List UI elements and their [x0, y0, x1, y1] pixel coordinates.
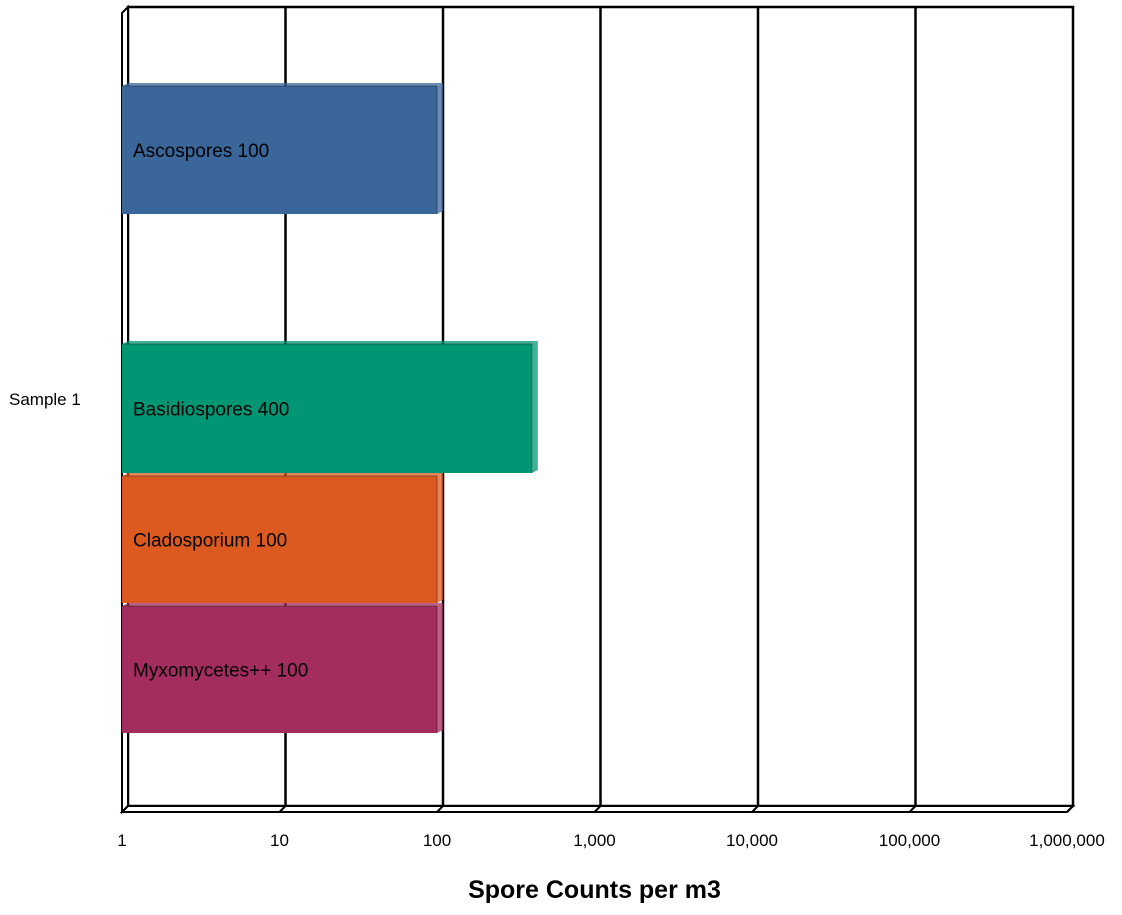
x-tick-label: 100,000 [879, 831, 940, 850]
bar-end-face [437, 473, 443, 603]
bar-top-face [122, 603, 443, 606]
x-tick-label: 1 [117, 831, 126, 850]
bar-end-face [437, 83, 443, 214]
x-tick-label: 1,000 [573, 831, 616, 850]
labels: Ascospores 100 Basidiospores 400 Cladospor… [133, 141, 308, 682]
bar-end-face [531, 341, 538, 473]
axes: 1 10 100 1,000 10,000 100,000 1,000,000 Sample … [9, 390, 1105, 904]
bar-top-face [122, 341, 538, 344]
bar-data-label: Ascospores 100 [133, 141, 269, 162]
x-tick-label: 10,000 [726, 831, 778, 850]
x-axis-title: Spore Counts per m3 [468, 876, 721, 904]
bar-group [122, 473, 443, 603]
bars [122, 83, 538, 733]
bar-data-label: Cladosporium 100 [133, 531, 287, 552]
x-tick-label: 10 [270, 831, 289, 850]
x-tick-label: 100 [423, 831, 451, 850]
bar [122, 344, 532, 473]
bar [122, 476, 437, 603]
category-label: Sample 1 [9, 390, 81, 409]
floor-tick [751, 805, 759, 813]
floor-tick [1066, 805, 1074, 813]
bar-data-label: Myxomycetes++ 100 [133, 661, 308, 682]
floor-tick [436, 805, 444, 813]
bar-end-face [437, 603, 443, 733]
floor-tick [121, 805, 129, 813]
bar [122, 86, 437, 214]
bar-group [122, 341, 538, 473]
bar-top-face [122, 83, 443, 86]
x-tick-label: 1,000,000 [1029, 831, 1105, 850]
bar [122, 606, 437, 733]
floor-tick [593, 805, 602, 813]
bar-group [122, 603, 443, 733]
floor-tick [908, 805, 917, 813]
bar-top-face [122, 473, 443, 476]
bar-data-label: Basidiospores 400 [133, 400, 289, 421]
floor-tick [278, 805, 287, 813]
bar-group [122, 83, 443, 214]
